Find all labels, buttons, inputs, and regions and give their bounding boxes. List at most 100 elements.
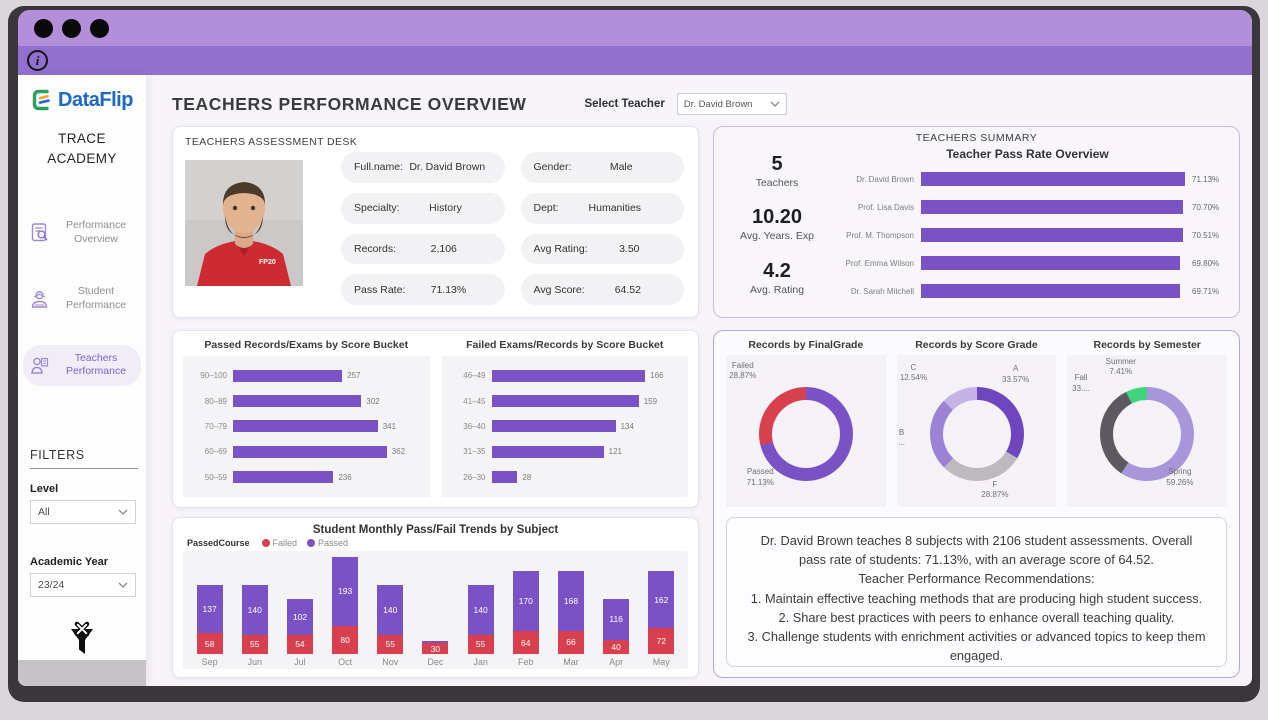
window-control-dot[interactable] bbox=[62, 18, 81, 38]
field-label: Gender: bbox=[533, 161, 572, 174]
bucket-bar[interactable] bbox=[233, 445, 387, 458]
bucket-bar[interactable] bbox=[491, 369, 646, 382]
month-column-oct[interactable]: 193 80 Oct bbox=[332, 551, 359, 669]
bucket-value: 134 bbox=[620, 421, 634, 431]
failed-segment: 58 bbox=[196, 633, 223, 654]
bucket-row: 41–45 159 bbox=[451, 395, 680, 408]
pass-rate-bar[interactable] bbox=[921, 228, 1183, 242]
month-column-may[interactable]: 162 72 May bbox=[648, 551, 675, 669]
teacher-name-label: Prof. Lisa Davis bbox=[857, 202, 914, 212]
sidebar-item-performance[interactable]: Performance Overview bbox=[23, 212, 141, 253]
bucket-value: 121 bbox=[608, 447, 622, 457]
pass-rate-value: 70.70% bbox=[1192, 202, 1220, 212]
pass-rate-row: Prof. M. Thompson 70.51% bbox=[828, 228, 1225, 242]
bucket-category: 60–69 bbox=[204, 447, 227, 457]
bucket-bar[interactable] bbox=[233, 471, 334, 484]
field-label: Full.name: bbox=[354, 161, 404, 174]
month-column-apr[interactable]: 116 40 Apr bbox=[603, 551, 630, 669]
month-column-nov[interactable]: 140 55 Nov bbox=[377, 551, 404, 669]
monthly-chart-title: Student Monthly Pass/Fail Trends by Subj… bbox=[312, 524, 559, 536]
month-axis-label: May bbox=[652, 656, 670, 667]
month-column-mar[interactable]: 168 66 Mar bbox=[557, 551, 584, 669]
stacked-bar: 102 54 bbox=[286, 598, 313, 654]
sidebar-item-student[interactable]: Student Performance bbox=[23, 278, 141, 319]
month-column-jan[interactable]: 140 55 Jan bbox=[467, 551, 494, 669]
bucket-row: 26–30 28 bbox=[451, 471, 680, 484]
bucket-bar[interactable] bbox=[233, 369, 343, 382]
records-by-scoregrade-chart: Records by Score Grade A 33.57% F 28.87% B … bbox=[896, 339, 1057, 507]
page-title: TEACHERS PERFORMANCE OVERVIEW bbox=[172, 93, 527, 114]
clear-filters-icon[interactable] bbox=[65, 621, 99, 659]
teacher-name-label: Dr. Sarah Mitchell bbox=[850, 286, 914, 296]
stacked-bar: 137 58 bbox=[196, 584, 223, 654]
month-column-feb[interactable]: 170 64 Feb bbox=[512, 551, 539, 669]
academic-year-value: 23/24 bbox=[38, 578, 65, 591]
records-by-finalgrade-chart: Records by FinalGrade Passed 71.13% Failed… bbox=[726, 339, 886, 507]
pass-rate-bar[interactable] bbox=[921, 284, 1180, 298]
month-axis-label: Apr bbox=[609, 656, 624, 667]
teacher-dropdown[interactable]: Dr. David Brown bbox=[676, 93, 787, 115]
donut-label-fall: Fall 33.... bbox=[1072, 373, 1090, 393]
level-filter-value: All bbox=[38, 505, 50, 518]
bucket-bar[interactable] bbox=[491, 445, 604, 458]
teachers-summary-card: TEACHERS SUMMARY 5 Teachers 10.20 Avg. Year… bbox=[713, 126, 1240, 318]
bucket-value: 302 bbox=[366, 396, 380, 406]
bucket-value: 159 bbox=[643, 396, 658, 406]
month-column-jul[interactable]: 102 54 Jul bbox=[286, 551, 313, 669]
field-label: Pass Rate: bbox=[354, 283, 406, 296]
month-column-jun[interactable]: 140 55 Jun bbox=[241, 551, 268, 669]
teacher-field: Gender: Male bbox=[520, 152, 684, 183]
teacher-field: Records: 2,106 bbox=[341, 233, 505, 265]
field-value: Humanities bbox=[588, 202, 642, 215]
month-column-dec[interactable]: 30 Dec bbox=[422, 551, 449, 669]
main-content: TEACHERS PERFORMANCE OVERVIEW Select Tea… bbox=[146, 75, 1252, 686]
legend-item-failed: Failed bbox=[261, 538, 297, 548]
bucket-bar[interactable] bbox=[233, 395, 362, 408]
passed-bucket-chart: Passed Records/Exams by Score Bucket 90–… bbox=[183, 339, 430, 497]
pass-rate-bar[interactable] bbox=[921, 200, 1184, 214]
donut-ring[interactable] bbox=[929, 387, 1024, 482]
stacked-bar: 140 55 bbox=[241, 584, 268, 654]
recommendation-line: 1. Maintain effective teaching methods t… bbox=[750, 590, 1203, 606]
bucket-row: 80–89 302 bbox=[192, 395, 421, 408]
field-label: Records: bbox=[354, 242, 397, 255]
select-teacher-label: Select Teacher bbox=[584, 98, 665, 110]
kpi: 10.20 Avg. Years. Exp bbox=[726, 206, 828, 242]
bucket-row: 31–35 121 bbox=[451, 445, 680, 458]
assessment-card-title: TEACHERS ASSESSMENT DESK bbox=[185, 136, 358, 148]
donut-label-a: A 33.57% bbox=[1002, 364, 1030, 384]
pass-rate-row: Dr. David Brown 71.13% bbox=[828, 172, 1225, 186]
donut-ring[interactable] bbox=[1100, 387, 1195, 482]
pass-rate-value: 69.71% bbox=[1192, 286, 1220, 296]
pass-rate-bar[interactable] bbox=[921, 172, 1185, 186]
passed-segment: 170 bbox=[512, 571, 539, 632]
pass-rate-bar[interactable] bbox=[921, 256, 1180, 270]
info-icon[interactable]: i bbox=[27, 50, 48, 71]
kpi-label: Avg. Years. Exp bbox=[740, 230, 814, 243]
bucket-bar[interactable] bbox=[233, 420, 378, 433]
academic-year-dropdown[interactable]: 23/24 bbox=[30, 572, 136, 597]
donut-ring[interactable] bbox=[758, 387, 853, 482]
bucket-bar[interactable] bbox=[491, 395, 639, 408]
field-value: Dr. David Brown bbox=[409, 161, 486, 174]
bucket-bar[interactable] bbox=[491, 420, 616, 433]
window-control-dot[interactable] bbox=[34, 18, 53, 38]
teacher-field: Avg Rating: 3.50 bbox=[520, 233, 684, 265]
window-control-dot[interactable] bbox=[90, 18, 109, 38]
bucket-bar[interactable] bbox=[491, 471, 518, 484]
bucket-category: 41–45 bbox=[463, 396, 486, 406]
month-axis-label: Feb bbox=[518, 656, 534, 667]
sidebar-item-teachers[interactable]: Teachers Performance bbox=[23, 344, 141, 386]
month-column-sep[interactable]: 137 58 Sep bbox=[196, 551, 223, 669]
legend-label: Passed bbox=[318, 538, 349, 548]
bucket-row: 60–69 362 bbox=[192, 445, 421, 458]
academy-name: TRACE ACADEMY bbox=[47, 131, 117, 166]
scrollbar-thumb[interactable] bbox=[18, 660, 146, 686]
monthly-chart-legend: PassedCourse Failed Passed bbox=[187, 538, 688, 548]
stacked-bar: 162 72 bbox=[648, 570, 675, 654]
pass-rate-value: 70.51% bbox=[1192, 230, 1220, 240]
bucket-row: 50–59 236 bbox=[192, 471, 421, 484]
level-filter-dropdown[interactable]: All bbox=[30, 499, 136, 524]
teacher-field: Pass Rate: 71.13% bbox=[341, 274, 505, 305]
month-axis-label: Sep bbox=[201, 656, 218, 667]
